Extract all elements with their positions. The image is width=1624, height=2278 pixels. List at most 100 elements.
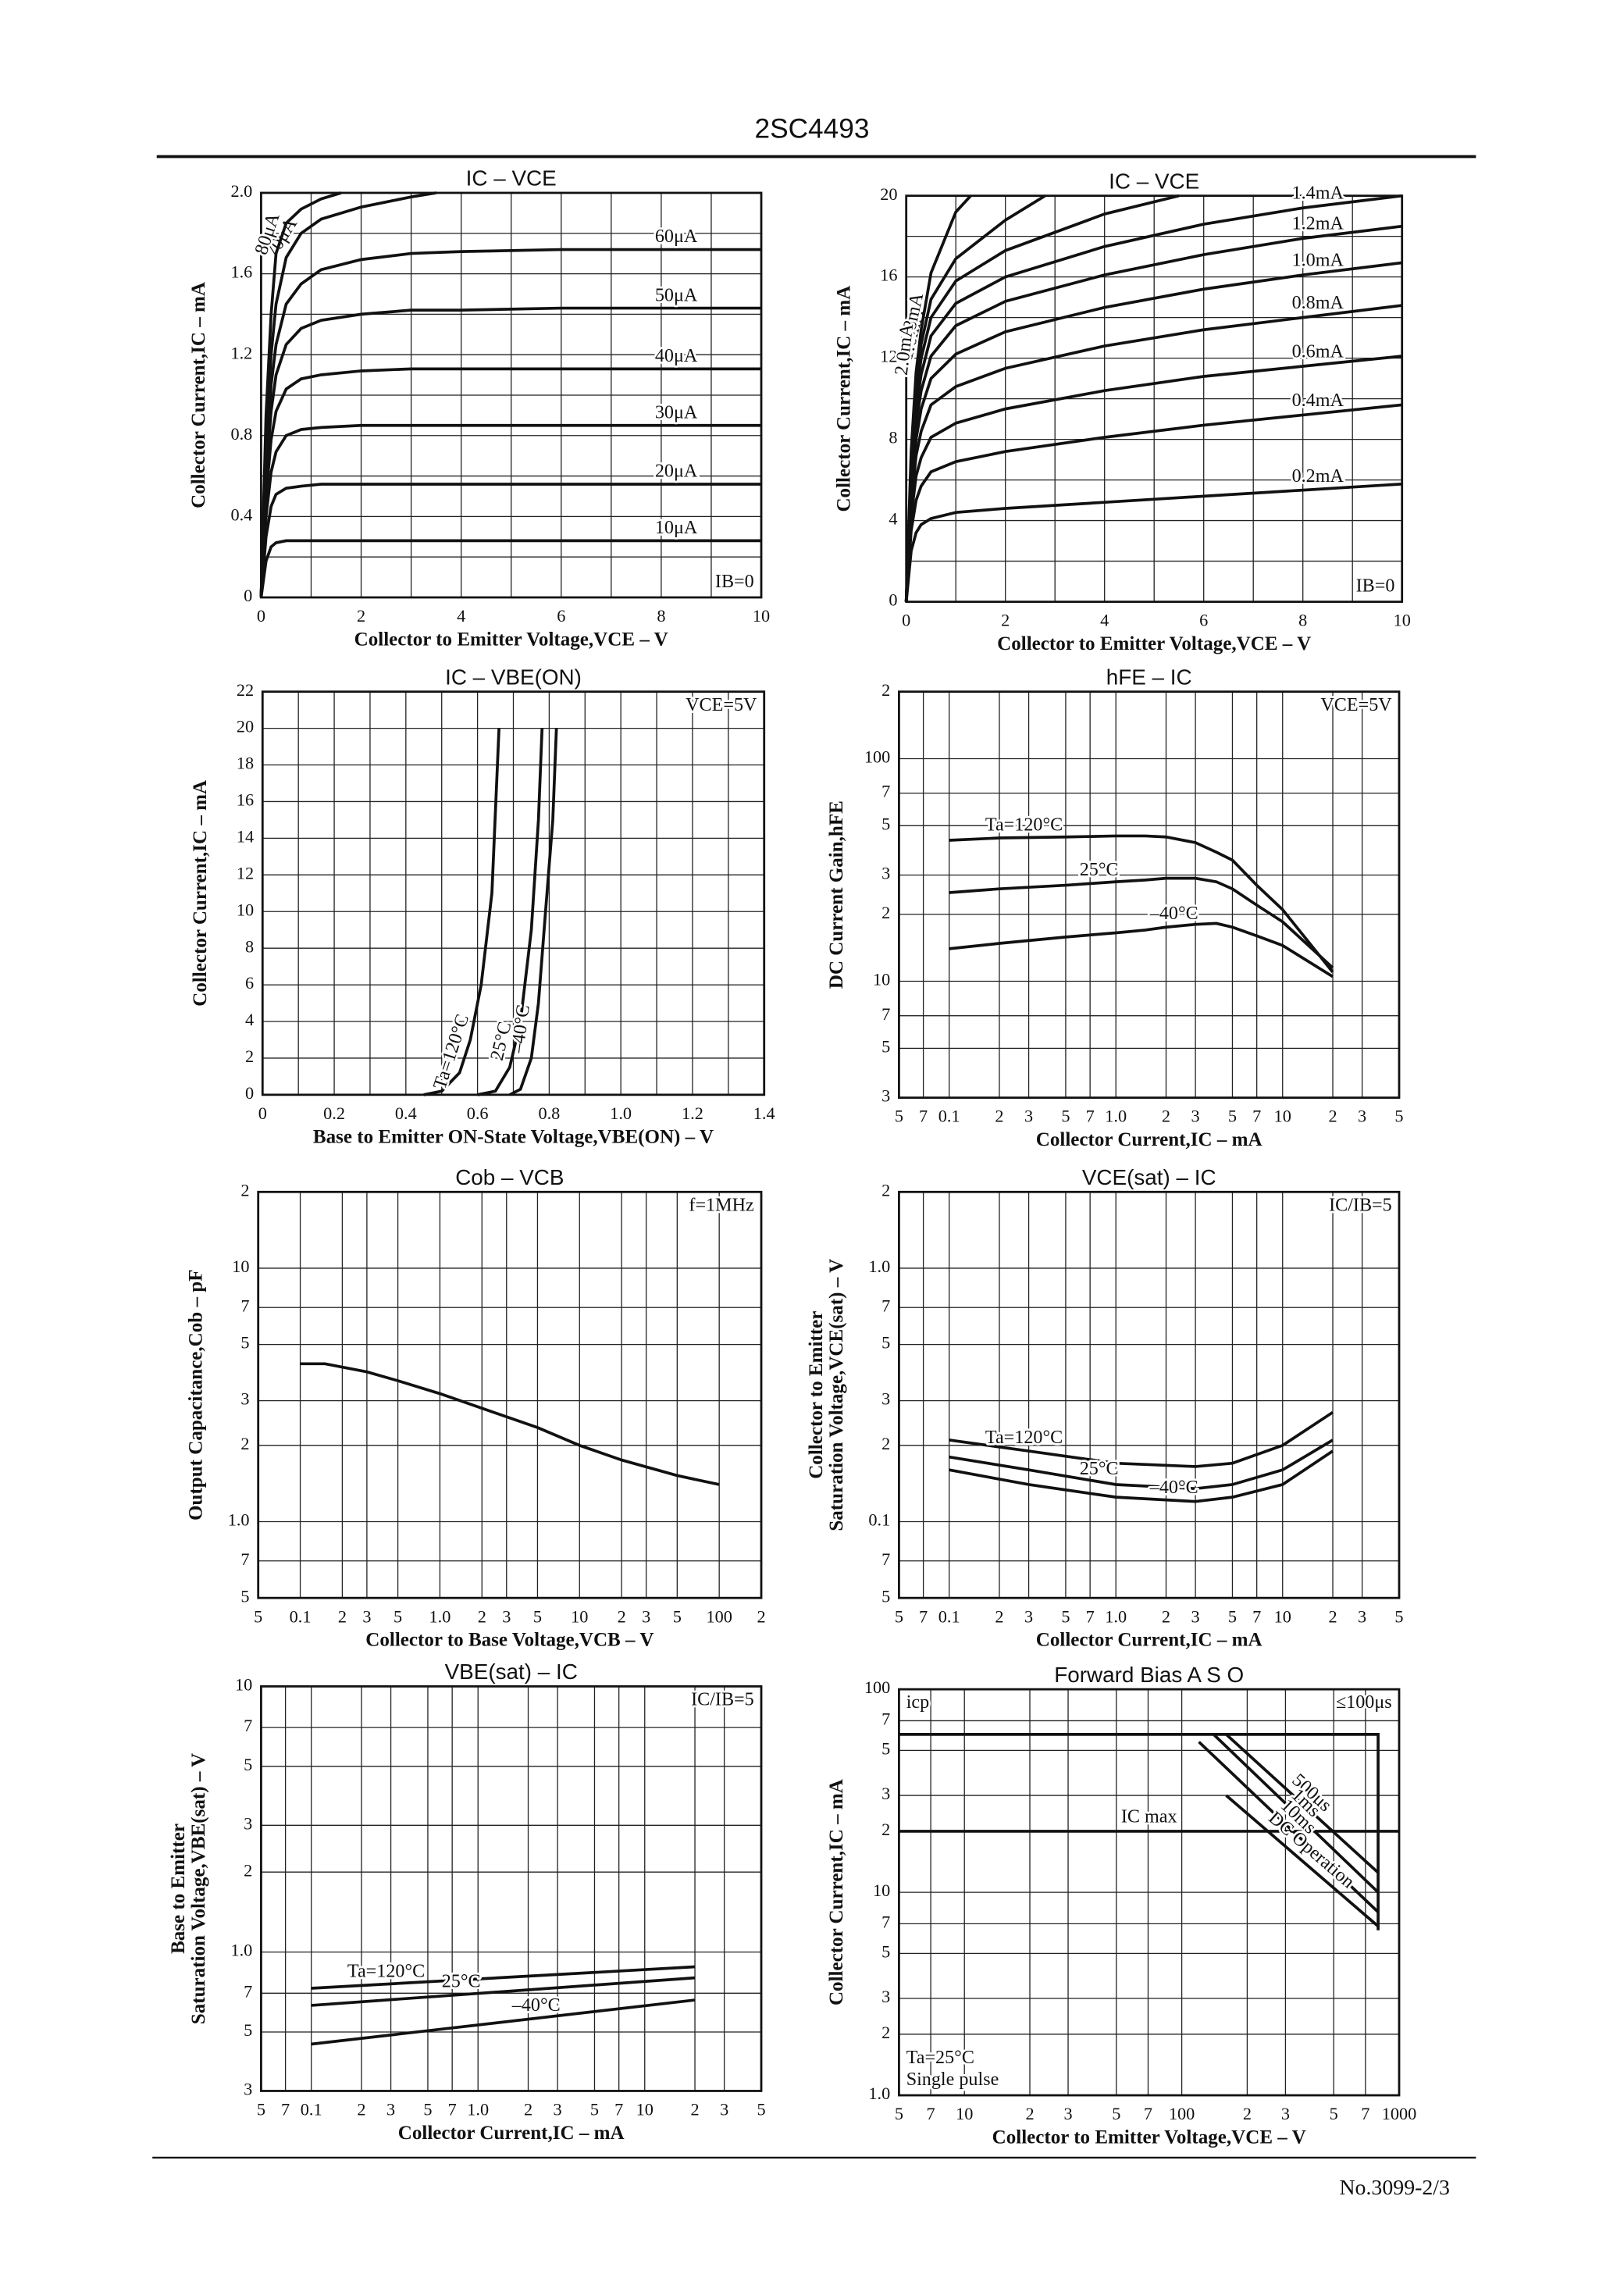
x-tick-label: 4 [1100,611,1109,630]
x-tick-label: 7 [1086,1107,1095,1126]
chart-title: Forward Bias A S O [1054,1663,1244,1687]
x-tick-label: 2 [757,1606,765,1626]
x-axis-label: Collector to Base Voltage,VCB – V [365,1630,654,1651]
x-tick-label: 5 [533,1606,542,1626]
x-tick-label: 5 [1394,1606,1403,1626]
curve [949,834,1334,973]
y-tick-label: 3 [244,1813,252,1833]
y-tick-label: 6 [245,973,254,993]
y-tick-label: 3 [881,1389,890,1409]
series-label: 25°C [1080,1458,1119,1479]
series-label: 60μA [655,226,698,247]
series-label: 20μA [655,461,698,482]
x-tick-label: 5 [895,2104,903,2123]
plot-frame [905,194,1404,603]
y-axis-label: Collector to Emitter [806,1311,827,1479]
y-tick-label: 4 [889,509,897,529]
y-tick-label: 22 [237,680,254,700]
x-tick-label: 5 [394,1606,402,1626]
x-tick-label: 5 [254,1606,262,1626]
x-tick-label: 0.6 [467,1103,489,1123]
y-tick-label: 14 [237,826,254,846]
x-tick-label: 2 [995,1606,1003,1626]
y-tick-label: 1.2 [230,343,252,362]
y-tick-label: 5 [244,1755,252,1774]
y-tick-label: 7 [244,1981,252,2001]
x-tick-label: 7 [614,2100,623,2119]
y-tick-label: 100 [864,1677,890,1697]
curve [311,1976,696,2007]
x-tick-label: 2 [1328,1606,1337,1626]
x-tick-label: 6 [1199,611,1208,630]
curve [509,728,558,1096]
x-tick-label: 5 [1228,1606,1237,1626]
y-tick-label: 5 [244,2020,252,2040]
y-tick-label: 7 [881,1296,890,1315]
x-axis-label: Collector Current,IC – mA [1036,1129,1263,1150]
x-tick-label: 100 [706,1606,732,1626]
x-tick-label: 7 [1252,1107,1261,1126]
x-tick-label: 2 [357,2100,365,2119]
y-tick-label: 4 [245,1010,254,1029]
x-tick-label: 5 [1061,1107,1070,1126]
y-tick-label: 7 [881,1004,890,1024]
curve [949,922,1334,979]
plot-frame [898,1190,1401,1599]
y-tick-label: 7 [244,1716,252,1735]
x-tick-label: 10 [1274,1606,1291,1626]
curve [259,367,762,598]
y-tick-label: 16 [880,266,897,285]
x-axis-label: Collector to Emitter Voltage,VCE – V [354,629,668,650]
x-tick-label: 1.0 [429,1606,451,1626]
x-tick-label: 3 [1024,1606,1033,1626]
x-tick-label: 5 [1228,1107,1237,1126]
x-tick-label: 0 [902,611,910,630]
x-tick-label: 7 [1086,1606,1095,1626]
plot-frame [257,1190,763,1599]
curve [1225,1794,1380,1927]
x-tick-label: 4 [457,606,465,626]
y-tick-label: 0.1 [868,1510,890,1530]
plot-frame [261,690,766,1096]
x-tick-label: 5 [895,1107,903,1126]
chart-title: IC – VCE [1109,169,1199,193]
series-label: 0.6mA [1292,341,1344,362]
x-tick-label: 5 [1112,2104,1120,2123]
y-tick-label: 10 [237,900,254,919]
y-tick-label: 7 [881,1912,890,1931]
x-tick-label: 10 [1274,1107,1291,1126]
y-tick-label: 1.0 [228,1510,250,1530]
x-tick-label: 8 [1298,611,1307,630]
y-tick-label: 10 [873,1881,890,1900]
x-tick-label: 10 [636,2100,654,2119]
x-tick-label: 5 [673,1606,682,1626]
x-tick-label: 6 [557,606,565,626]
x-tick-label: 1.0 [610,1103,632,1123]
y-tick-label: 20 [880,184,897,204]
y-tick-label: 5 [881,1941,890,1961]
page-title: 2SC4493 [754,113,869,144]
y-tick-label: 3 [881,1987,890,2006]
y-tick-label: 12 [237,863,254,882]
y-tick-label: 7 [240,1549,249,1569]
x-tick-label: 2 [524,2100,532,2119]
x-tick-label: 7 [927,2104,935,2123]
x-tick-label: 3 [1281,2104,1290,2123]
x-tick-label: 1000 [1382,2104,1417,2123]
x-tick-label: 5 [1330,2104,1338,2123]
y-tick-label: 5 [881,814,890,833]
x-tick-label: 0.1 [290,1606,312,1626]
x-tick-label: 3 [502,1606,511,1626]
y-tick-label: 5 [240,1333,249,1353]
curve [1198,1741,1380,1913]
y-tick-label: 2 [245,1046,254,1066]
curve [949,1449,1334,1503]
x-tick-label: 7 [1144,2104,1152,2123]
series-label: 0.2mA [1292,465,1344,487]
x-tick-label: 2 [995,1107,1003,1126]
y-tick-label: 2 [244,1860,252,1880]
curve [1225,1733,1380,1874]
y-tick-label: 1.0 [868,1257,890,1276]
